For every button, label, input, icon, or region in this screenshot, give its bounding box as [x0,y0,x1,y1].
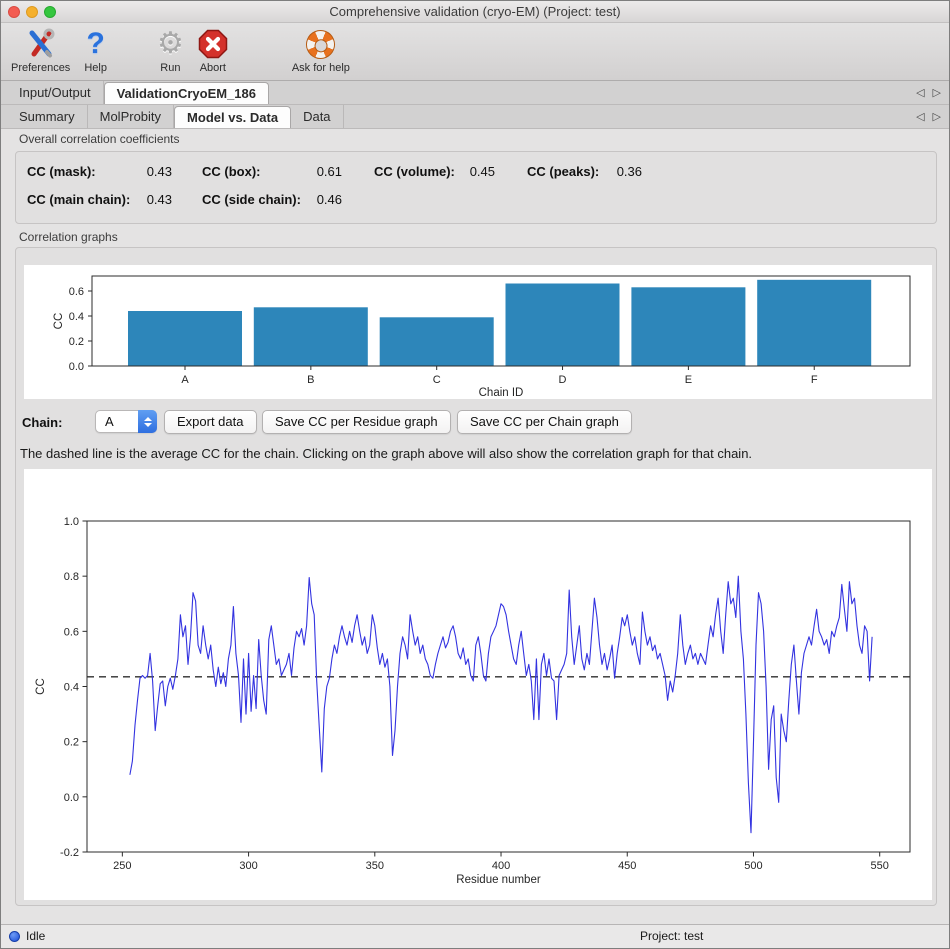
svg-text:550: 550 [871,860,889,872]
svg-text:CC: CC [53,313,65,330]
cc-box-label: CC (box): [202,164,261,179]
tab-scroll-right-icon[interactable]: ▷ [932,87,941,99]
svg-text:0.2: 0.2 [64,737,79,749]
abort-button[interactable]: Abort [198,26,228,74]
svg-text:0.8: 0.8 [64,571,79,583]
minimize-window-button[interactable] [26,6,38,18]
tools-icon [25,26,57,62]
svg-text:0.6: 0.6 [64,626,79,638]
svg-text:CC: CC [35,678,47,695]
svg-text:0.0: 0.0 [64,792,79,804]
svg-text:B: B [307,374,314,386]
question-mark-icon: ? [86,27,105,60]
svg-text:C: C [433,374,441,386]
window-title: Comprehensive validation (cryo-EM) (Proj… [329,4,621,19]
svg-text:300: 300 [239,860,257,872]
close-window-button[interactable] [8,6,20,18]
svg-text:0.0: 0.0 [69,361,84,373]
tab-molprobity[interactable]: MolProbity [88,105,175,128]
chain-select-value: A [105,414,114,429]
chain-label: Chain: [22,415,63,430]
export-data-button[interactable]: Export data [164,410,257,434]
zoom-window-button[interactable] [44,6,56,18]
tab-scroll-right-icon[interactable]: ▷ [932,111,941,123]
svg-text:1.0: 1.0 [64,516,79,528]
tab-summary[interactable]: Summary [7,105,88,128]
toolbar-item-label: Run [160,62,181,74]
cc-mask-value: 0.43 [146,164,172,179]
cc-volume-label: CC (volume): [374,164,455,179]
svg-text:500: 500 [744,860,762,872]
cc-box-value: 0.61 [316,164,342,179]
tab-model-vs-data[interactable]: Model vs. Data [174,106,292,128]
title-bar: Comprehensive validation (cryo-EM) (Proj… [1,1,949,23]
toolbar-item-label: Ask for help [291,62,350,74]
save-cc-per-chain-graph-button[interactable]: Save CC per Chain graph [457,410,632,434]
toolbar-item-label: Abort [199,62,226,74]
cc-main-chain-value: 0.43 [146,192,172,207]
svg-text:-0.2: -0.2 [60,847,79,859]
cc-main-chain-label: CC (main chain): [27,192,131,207]
tab-validationcryoem-186[interactable]: ValidationCryoEM_186 [103,82,270,104]
toolbar-item-label: Preferences [11,62,71,74]
cc-side-chain-label: CC (side chain): [202,192,301,207]
dashed-line-note: The dashed line is the average CC for th… [20,446,753,461]
cc-peaks-value: 0.36 [616,164,642,179]
lifebuoy-icon [302,25,340,63]
correlation-graphs-section-label: Correlation graphs [19,230,118,244]
status-indicator-icon [9,931,20,942]
chevron-up-down-icon [138,410,157,433]
tab-data[interactable]: Data [291,105,344,128]
status-text: Idle [26,929,46,943]
tab-scroll-left-icon[interactable]: ◁ [916,111,925,123]
sub-tab-bar: Summary MolProbity Model vs. Data Data ◁… [1,105,949,129]
project-label: Project: test [640,929,704,943]
svg-text:D: D [559,374,567,386]
run-button[interactable]: ⚙ Run [156,26,184,75]
cc-per-chain-chart-panel: A B C D E F 0.0 0.2 0.4 0.6 Chain ID CC [24,265,932,399]
cc-peaks-label: CC (peaks): [527,164,600,179]
preferences-button[interactable]: Preferences [11,26,70,74]
cc-per-residue-chart-panel: 250 300 350 400 450 500 550 -0.2 0.0 0.2 0.4 0.6 0.8… [24,469,932,900]
cc-mask-label: CC (mask): [27,164,96,179]
svg-text:Residue number: Residue number [456,874,541,886]
svg-text:Chain ID: Chain ID [479,387,524,399]
status-bar: Idle Project: test [1,924,949,948]
svg-text:F: F [811,374,818,386]
svg-text:E: E [685,374,692,386]
svg-text:0.2: 0.2 [69,336,84,348]
model-vs-data-panel: Overall correlation coefficients CC (mas… [1,129,949,926]
cc-side-chain-value: 0.46 [316,192,342,207]
svg-text:A: A [181,374,189,386]
tab-input-output[interactable]: Input/Output [7,81,104,104]
gear-icon: ⚙ [156,27,184,60]
overall-cc-section-label: Overall correlation coefficients [19,132,180,146]
tab-scroll-left-icon[interactable]: ◁ [916,87,925,99]
cc-per-chain-bar-chart[interactable]: A B C D E F 0.0 0.2 0.4 0.6 Chain ID CC [24,265,932,399]
svg-text:250: 250 [113,860,131,872]
svg-text:0.4: 0.4 [69,311,84,323]
correlation-graphs-groupbox: A B C D E F 0.0 0.2 0.4 0.6 Chain ID CC Chain: A Ex… [15,247,937,906]
svg-text:450: 450 [618,860,636,872]
svg-text:0.4: 0.4 [64,682,79,694]
save-cc-per-residue-graph-button[interactable]: Save CC per Residue graph [262,410,451,434]
main-tab-bar: Input/Output ValidationCryoEM_186 ◁ ▷ [1,81,949,105]
cc-per-residue-line-chart: 250 300 350 400 450 500 550 -0.2 0.0 0.2 0.4 0.6 0.8… [35,516,911,886]
toolbar: Preferences ? Help ⚙ Run Abort Ask for h… [1,23,949,81]
svg-text:0.6: 0.6 [69,286,84,298]
overall-cc-groupbox: CC (mask): 0.43 CC (box): 0.61 CC (volum… [15,151,937,224]
cc-volume-value: 0.45 [469,164,495,179]
svg-text:350: 350 [366,860,384,872]
chain-select[interactable]: A [95,410,157,433]
help-button[interactable]: ? Help [84,26,107,75]
toolbar-item-label: Help [84,62,107,74]
stop-octagon-icon [198,26,228,62]
ask-for-help-button[interactable]: Ask for help [291,25,350,74]
svg-text:400: 400 [492,860,510,872]
